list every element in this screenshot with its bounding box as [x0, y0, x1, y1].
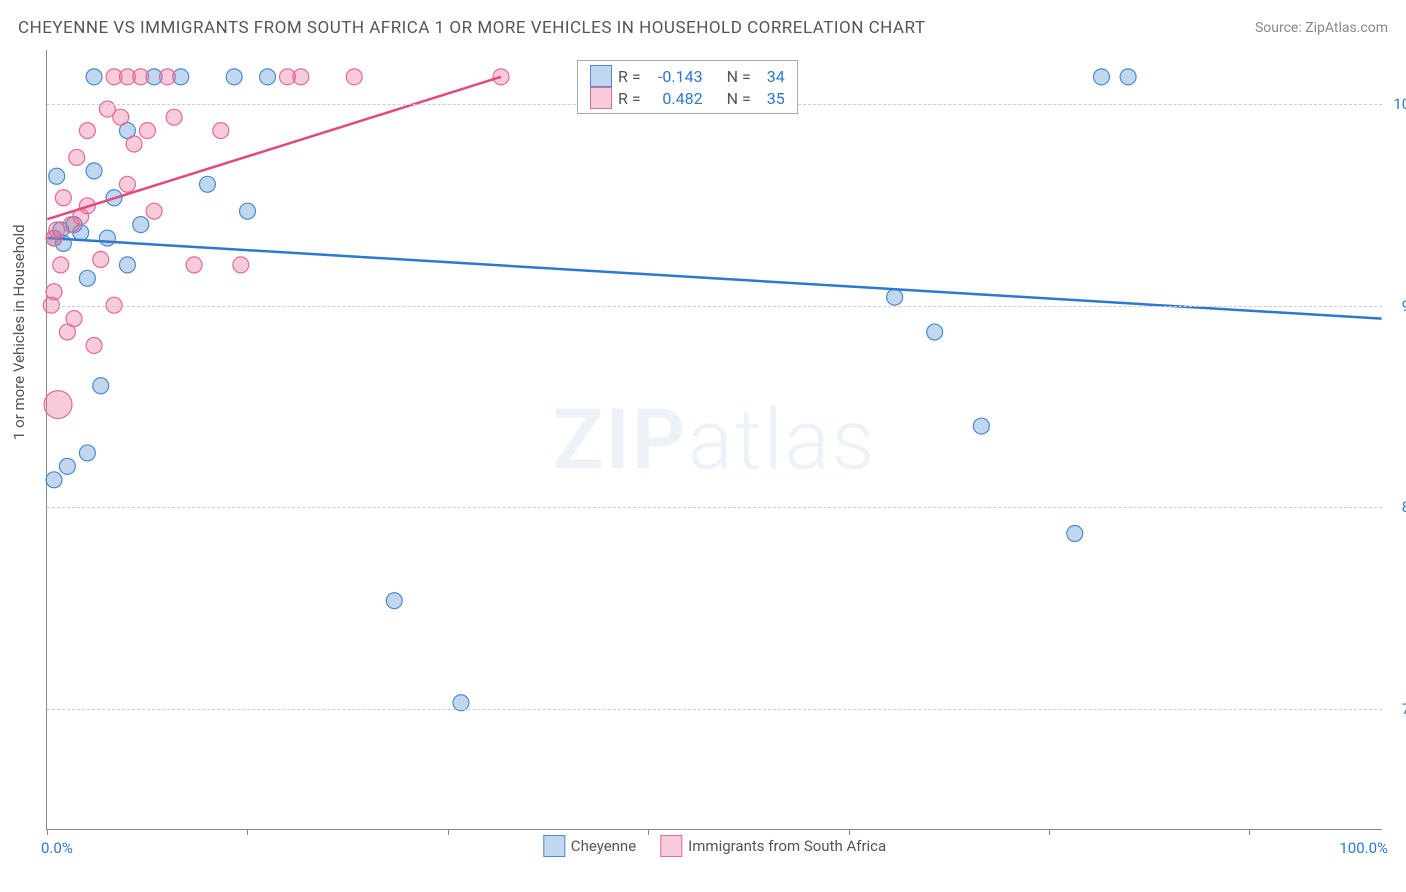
series-swatch	[590, 87, 612, 109]
data-point	[1120, 69, 1136, 85]
data-point	[93, 252, 109, 268]
data-point	[346, 69, 362, 85]
data-point	[49, 222, 65, 238]
x-tick	[247, 829, 248, 835]
data-point	[119, 257, 135, 273]
x-axis-min-label: 0.0%	[41, 839, 73, 857]
x-axis-max-label: 100.0%	[1339, 839, 1388, 857]
stats-legend: R =-0.143N =34R =0.482N =35	[577, 60, 798, 114]
data-point	[46, 472, 62, 488]
data-point	[44, 391, 72, 419]
data-point	[293, 69, 309, 85]
data-point	[213, 123, 229, 139]
data-point	[46, 284, 62, 300]
x-tick	[448, 829, 449, 835]
gridline	[47, 709, 1382, 710]
gridline	[47, 507, 1382, 508]
series-swatch	[660, 835, 682, 857]
data-point	[139, 123, 155, 139]
data-point	[86, 337, 102, 353]
x-tick	[1249, 829, 1250, 835]
data-point	[166, 109, 182, 125]
gridline	[47, 306, 1382, 307]
legend-item: Immigrants from South Africa	[660, 835, 886, 857]
plot-area: ZIPatlas 77.5%85.0%92.5%100.0% R =-0.143…	[46, 50, 1382, 830]
data-point	[927, 324, 943, 340]
data-point	[113, 109, 129, 125]
y-tick-label: 100.0%	[1393, 95, 1406, 113]
data-point	[93, 378, 109, 394]
data-point	[79, 123, 95, 139]
y-axis-label: 1 or more Vehicles in Household	[10, 224, 28, 440]
data-point	[53, 257, 69, 273]
data-point	[99, 230, 115, 246]
data-point	[79, 270, 95, 286]
data-point	[260, 69, 276, 85]
chart-title: CHEYENNE VS IMMIGRANTS FROM SOUTH AFRICA…	[18, 18, 925, 38]
data-point	[159, 69, 175, 85]
data-point	[49, 168, 65, 184]
data-point	[133, 69, 149, 85]
data-point	[186, 257, 202, 273]
stats-row: R =-0.143N =34	[590, 65, 785, 87]
data-point	[1067, 526, 1083, 542]
data-point	[133, 217, 149, 233]
data-point	[79, 445, 95, 461]
series-swatch	[590, 65, 612, 87]
chart-svg	[47, 50, 1382, 829]
chart-source: Source: ZipAtlas.com	[1255, 20, 1388, 36]
data-point	[59, 458, 75, 474]
data-point	[199, 176, 215, 192]
data-point	[386, 593, 402, 609]
data-point	[69, 149, 85, 165]
series-swatch	[543, 835, 565, 857]
data-point	[55, 190, 71, 206]
data-point	[119, 176, 135, 192]
y-tick-label: 92.5%	[1402, 297, 1406, 315]
data-point	[66, 311, 82, 327]
x-tick	[1049, 829, 1050, 835]
stats-row: R =0.482N =35	[590, 87, 785, 109]
data-point	[226, 69, 242, 85]
data-point	[233, 257, 249, 273]
data-point	[240, 203, 256, 219]
data-point	[86, 163, 102, 179]
data-point	[973, 418, 989, 434]
legend-item: Cheyenne	[543, 835, 636, 857]
data-point	[1093, 69, 1109, 85]
trend-line	[47, 238, 1381, 319]
data-point	[86, 69, 102, 85]
series-legend: Cheyenne Immigrants from South Africa	[543, 835, 886, 857]
y-tick-label: 85.0%	[1402, 498, 1406, 516]
data-point	[126, 136, 142, 152]
data-point	[887, 289, 903, 305]
y-tick-label: 77.5%	[1402, 700, 1406, 718]
data-point	[146, 203, 162, 219]
x-tick	[47, 829, 48, 835]
trend-line	[47, 77, 501, 219]
